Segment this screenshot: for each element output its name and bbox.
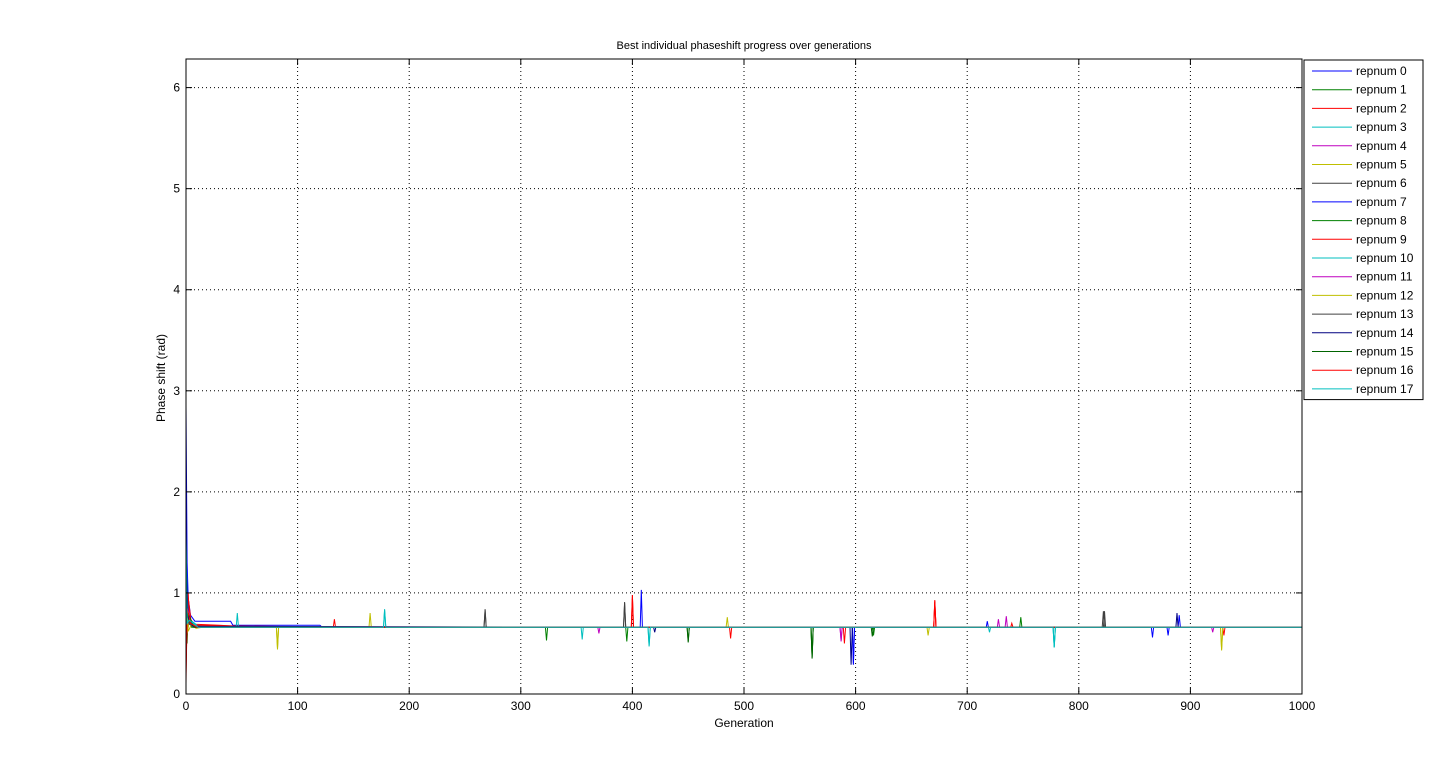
y-tick-label: 3	[173, 384, 180, 398]
grid	[186, 59, 1302, 694]
x-tick-label: 0	[183, 699, 190, 713]
series-line	[185, 595, 1302, 664]
y-axis-label: Phase shift (rad)	[154, 334, 168, 422]
y-tick-label: 6	[173, 81, 180, 95]
legend-entry: repnum 2	[1356, 101, 1407, 115]
x-tick-label: 600	[846, 699, 866, 713]
legend-entry: repnum 6	[1356, 176, 1407, 190]
legend-entry: repnum 7	[1356, 195, 1407, 209]
x-tick-label: 800	[1069, 699, 1089, 713]
legend-box	[1303, 59, 1424, 401]
legend-entry: repnum 8	[1356, 214, 1407, 228]
series-line	[185, 562, 1302, 665]
series-line	[185, 608, 1302, 644]
series-lines	[185, 405, 1302, 684]
y-tick-label: 5	[173, 182, 180, 196]
legend-entry: repnum 16	[1356, 363, 1414, 377]
x-tick-label: 700	[957, 699, 977, 713]
chart-title: Best individual phaseshift progress over…	[617, 40, 872, 52]
legend-entry: repnum 17	[1356, 382, 1414, 396]
axis-ticks: 0 100 200 300 400 500 600 700 800 900 1000 0 1 2 3 4 5 6	[173, 59, 1316, 713]
legend-entry: repnum 15	[1356, 345, 1414, 359]
y-tick-label: 2	[173, 485, 180, 499]
y-tick-label: 1	[173, 586, 180, 600]
legend: repnum 0 repnum 1 repnum 2 repnum 3 repnum 4…	[1303, 59, 1424, 401]
x-tick-label: 100	[288, 699, 308, 713]
legend-entry: repnum 10	[1356, 251, 1414, 265]
legend-entry: repnum 0	[1356, 64, 1407, 78]
series-line	[185, 592, 1302, 684]
legend-entry: repnum 4	[1356, 139, 1407, 153]
legend-entry: repnum 3	[1356, 120, 1407, 134]
x-tick-label: 400	[622, 699, 642, 713]
series-line	[185, 592, 1302, 628]
axes-frame	[185, 58, 1303, 695]
y-tick-label: 4	[173, 283, 180, 297]
series-line	[185, 532, 1302, 648]
legend-entry: repnum 14	[1356, 326, 1414, 340]
x-tick-label: 300	[511, 699, 531, 713]
x-tick-label: 200	[399, 699, 419, 713]
legend-entry: repnum 5	[1356, 158, 1407, 172]
legend-entry: repnum 1	[1356, 83, 1407, 97]
y-tick-label: 0	[173, 687, 180, 701]
x-axis-label: Generation	[714, 716, 773, 730]
legend-entry: repnum 13	[1356, 307, 1414, 321]
x-tick-label: 500	[734, 699, 754, 713]
x-tick-label: 900	[1180, 699, 1200, 713]
legend-entry: repnum 9	[1356, 232, 1407, 246]
legend-entry: repnum 12	[1356, 288, 1414, 302]
x-tick-label: 1000	[1289, 699, 1316, 713]
legend-entry: repnum 11	[1356, 270, 1413, 284]
